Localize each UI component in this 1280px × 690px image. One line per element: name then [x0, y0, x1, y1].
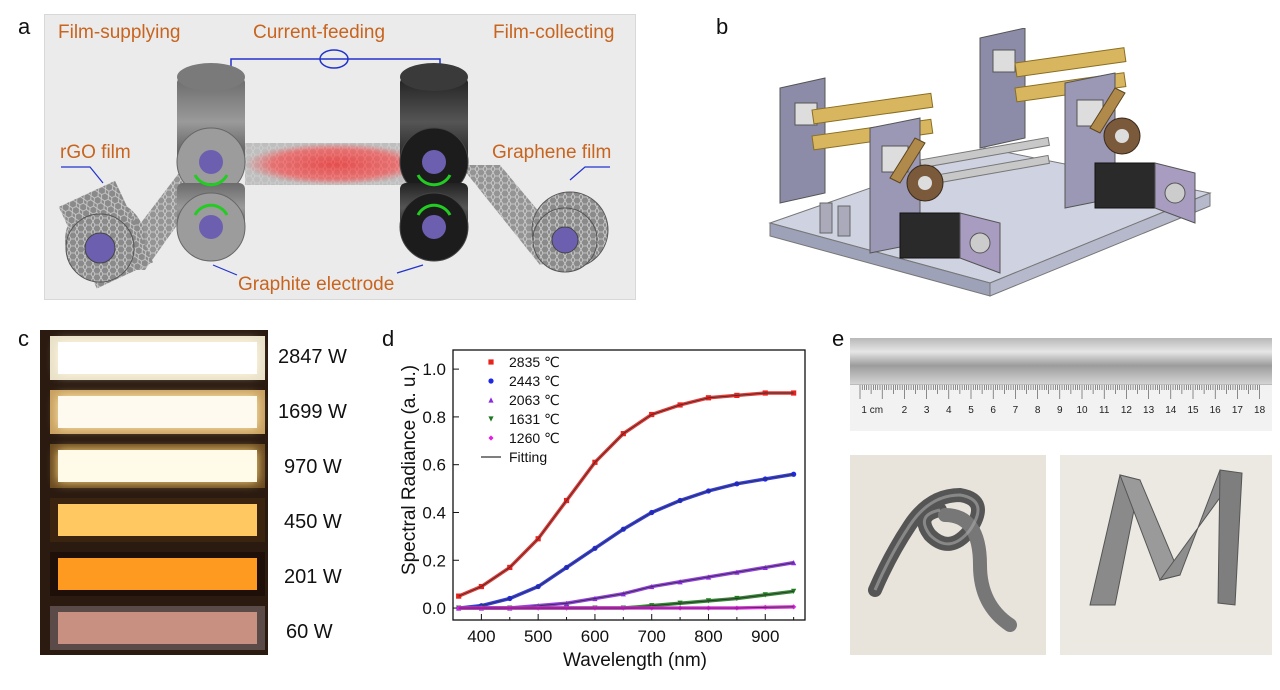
- ruler-label: 1 cm: [861, 405, 883, 416]
- x-tick-label: 800: [694, 627, 722, 646]
- legend-label: 1260 ℃: [509, 430, 560, 446]
- y-axis-title: Spectral Radiance (a. u.): [399, 365, 420, 575]
- power-label: 2847 W: [278, 346, 347, 368]
- strip-970w: [50, 444, 265, 488]
- legend-label: 2443 ℃: [509, 373, 560, 389]
- ruler-label: 3: [924, 405, 930, 416]
- x-axis-title: Wavelength (nm): [563, 650, 707, 671]
- data-point: [791, 471, 797, 477]
- legend-marker: [488, 378, 494, 384]
- rgo-film-label: rGO film: [60, 142, 131, 163]
- ruler-label: 7: [1013, 405, 1019, 416]
- film-collecting-label: Film-collecting: [493, 22, 615, 43]
- data-point: [456, 605, 462, 611]
- x-tick-label: 600: [581, 627, 609, 646]
- y-tick-label: 0.4: [422, 503, 446, 522]
- strip-450w: [50, 498, 265, 542]
- y-tick-label: 1.0: [422, 360, 446, 379]
- ruler-label: 9: [1057, 405, 1063, 416]
- fit-line: [458, 392, 794, 597]
- graphene-film-label: Graphene film: [492, 142, 612, 163]
- current-feeding-label: Current-feeding: [253, 22, 386, 43]
- strip-60w: [50, 606, 265, 650]
- legend-label: 2835 ℃: [509, 354, 560, 370]
- strip-2847w: [50, 336, 265, 380]
- m-shaped-film-drawing: [1089, 469, 1243, 606]
- power-label: 201 W: [284, 566, 342, 588]
- ruler-label: 12: [1121, 405, 1133, 416]
- strip-1699w: [50, 390, 265, 434]
- ruler-ticks: 1 cm 2 3 4 5 6 7 8 9 10 11 12 13 14 15 16 17 18: [859, 385, 1266, 416]
- series-band: [458, 472, 794, 610]
- schematic-drawing: [58, 49, 610, 289]
- panel-label-b: b: [716, 14, 729, 39]
- plot-frame: [452, 349, 806, 621]
- x-tick-label: 400: [467, 627, 495, 646]
- panel-label-d: d: [382, 326, 395, 351]
- power-label: 60 W: [286, 621, 333, 643]
- ruler: 1 cm 2 3 4 5 6 7 8 9 10 11 12 13 14 15 16 17 18: [850, 384, 1272, 431]
- m-shaped-film-photo: [1060, 455, 1272, 655]
- legend-label: Fitting: [509, 449, 547, 465]
- spectral-radiance-chart: 400 500 600 700 800 900 0.0 0.2 0.4 0.6 0.8 1.0 283…: [399, 349, 806, 671]
- device-cad-model: [750, 27, 1230, 308]
- ruler-label: 8: [1035, 405, 1041, 416]
- ruler-label: 15: [1187, 405, 1199, 416]
- power-label: 1699 W: [278, 401, 347, 423]
- y-tick-label: 0.6: [422, 456, 446, 475]
- film-supplying-label: Film-supplying: [58, 22, 181, 43]
- x-tick-label: 500: [524, 627, 552, 646]
- y-tick-label: 0.0: [422, 599, 446, 618]
- ruler-label: 14: [1165, 405, 1177, 416]
- fit-line: [458, 606, 794, 609]
- panel-label-c: c: [18, 326, 29, 351]
- legend-marker: [488, 359, 494, 365]
- knot-film-photo: [850, 455, 1046, 655]
- ruler-label: 18: [1254, 405, 1266, 416]
- legend-marker: [488, 397, 494, 403]
- roll-to-roll-schematic: [44, 14, 636, 300]
- y-tick-label: 0.8: [422, 408, 446, 427]
- power-label: 970 W: [284, 456, 342, 478]
- ruler-label: 16: [1210, 405, 1222, 416]
- knot-film-drawing: [868, 487, 1017, 632]
- series-2: [456, 471, 797, 611]
- ruler-label: 5: [968, 405, 974, 416]
- ruler-label: 13: [1143, 405, 1155, 416]
- x-tick-label: 900: [751, 627, 779, 646]
- power-label: 450 W: [284, 511, 342, 533]
- legend-marker: [488, 416, 494, 422]
- heating-photo-stack: [40, 330, 268, 655]
- x-tick-label: 700: [638, 627, 666, 646]
- legend-marker: [488, 435, 494, 441]
- legend-label: 1631 ℃: [509, 411, 560, 427]
- ruler-label: 17: [1232, 405, 1244, 416]
- panel-label-e: e: [832, 326, 845, 351]
- ruler-label: 10: [1076, 405, 1088, 416]
- graphene-film-strip-photo: [850, 338, 1272, 384]
- fit-line: [458, 473, 794, 609]
- ruler-label: 4: [946, 405, 952, 416]
- ruler-label: 11: [1099, 405, 1110, 416]
- data-point: [456, 593, 462, 599]
- graphite-electrode-label: Graphite electrode: [238, 274, 395, 295]
- series-1: [456, 390, 797, 599]
- series-5: [456, 604, 797, 611]
- ruler-label: 6: [990, 405, 996, 416]
- y-tick-label: 0.2: [422, 551, 446, 570]
- panel-label-a: a: [18, 14, 31, 39]
- strip-201w: [50, 552, 265, 596]
- ruler-label: 2: [902, 405, 908, 416]
- legend-label: 2063 ℃: [509, 392, 560, 408]
- cad-drawing: [768, 27, 1212, 297]
